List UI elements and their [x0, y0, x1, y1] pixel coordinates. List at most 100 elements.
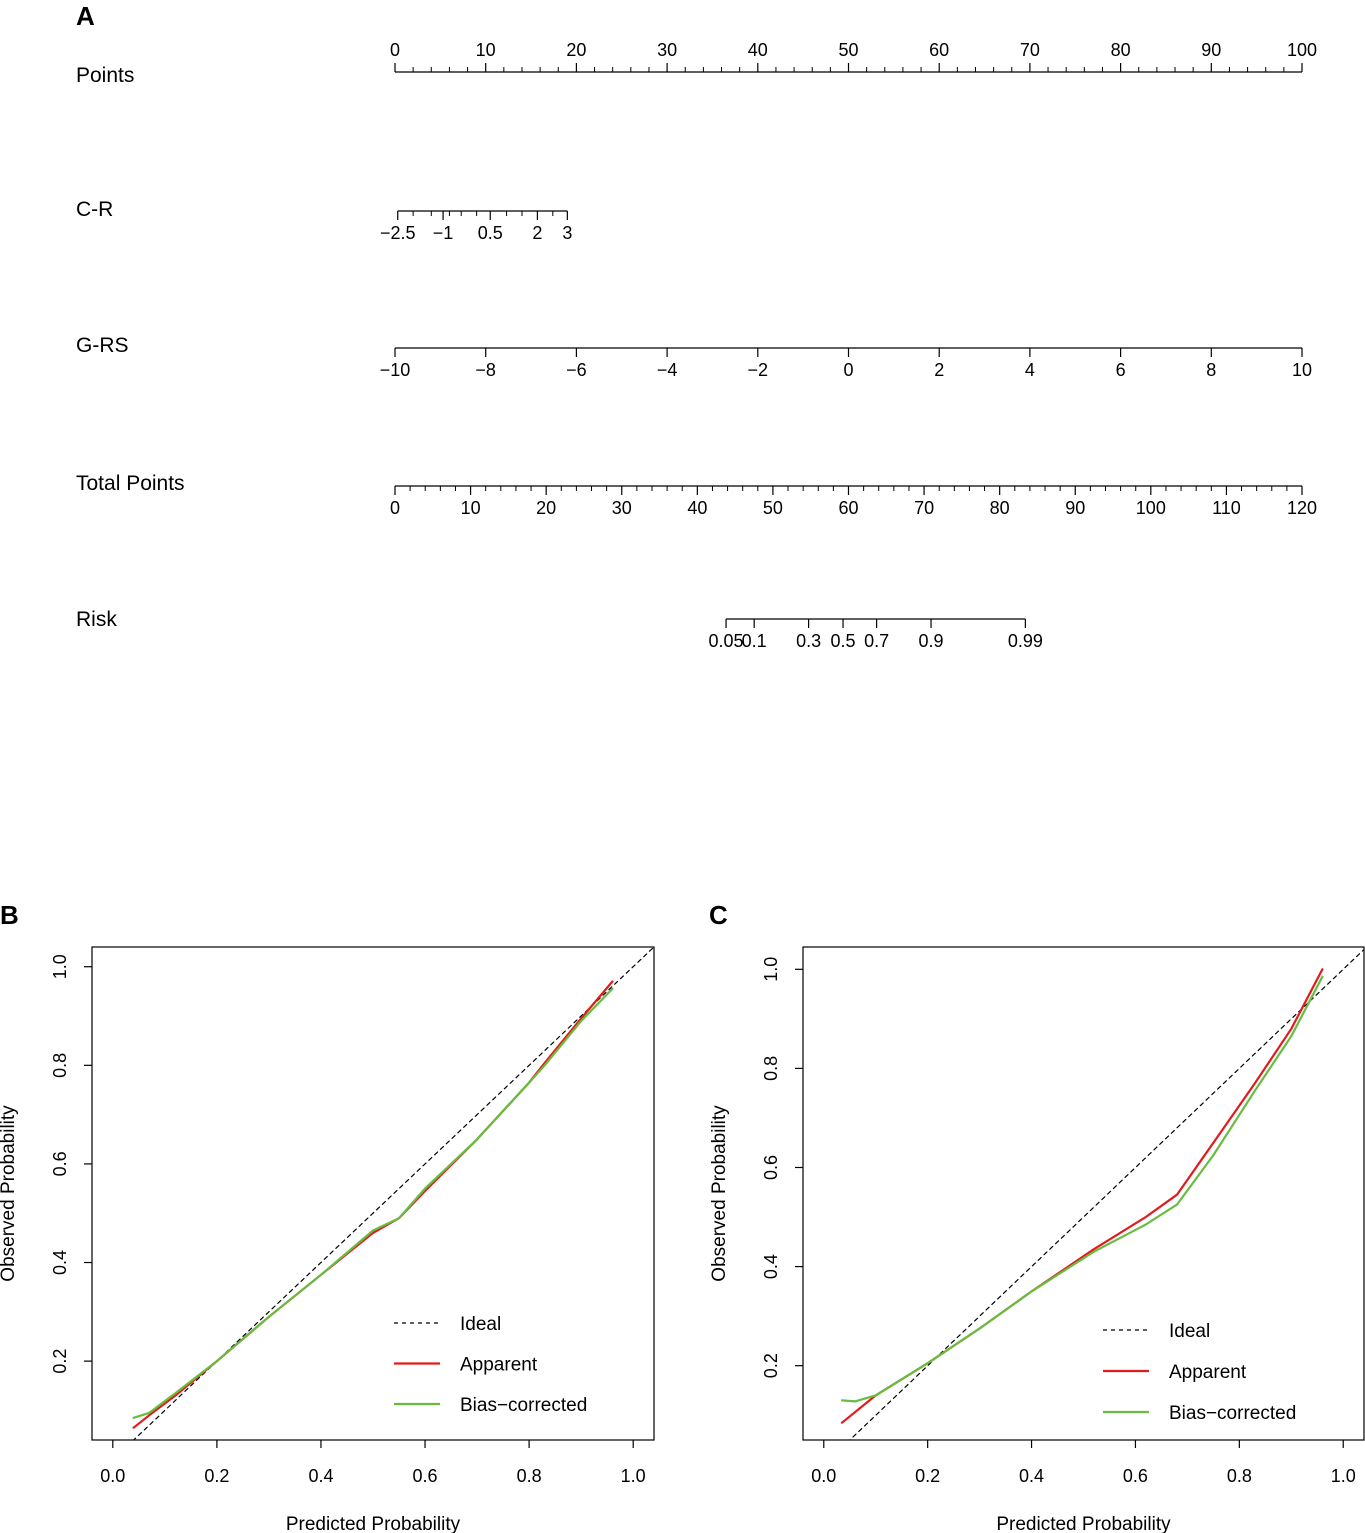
x-tick-label: 0.0: [100, 1466, 125, 1486]
x-tick-label: 0.4: [308, 1466, 333, 1486]
tick-label-points: 40: [748, 40, 768, 60]
y-axis-title: Observed Probability: [709, 1105, 730, 1282]
series-line-bias-corrected: [132, 987, 614, 1419]
calibration-panel-c: C 0.0 0.2 0.4 0.6 0.8 1.0 0.2 0.4 0.6 0.8 1.0 Predic…: [709, 900, 1365, 1533]
tick-label-g-rs: −4: [657, 360, 678, 380]
series-line-apparent: [132, 980, 614, 1429]
tick-label-total-points: 0: [390, 498, 400, 518]
x-axis-title: Predicted Probability: [286, 1514, 461, 1533]
x-tick-label: 1.0: [621, 1466, 646, 1486]
y-tick-label: 0.6: [50, 1151, 70, 1176]
series-group: [840, 948, 1364, 1440]
tick-label-risk: 0.3: [796, 631, 821, 651]
panel-letter-b: B: [0, 900, 19, 930]
tick-label-total-points: 30: [612, 498, 632, 518]
tick-label-g-rs: 2: [934, 360, 944, 380]
tick-label-c-r: 3: [562, 223, 572, 243]
legend-label-ideal: Ideal: [1169, 1321, 1210, 1342]
y-tick-label: 0.6: [761, 1155, 781, 1180]
tick-label-points: 100: [1287, 40, 1317, 60]
series-line-bias-corrected: [840, 975, 1324, 1403]
tick-label-g-rs: −2: [748, 360, 769, 380]
x-tick-label: 1.0: [1331, 1466, 1356, 1486]
tick-label-c-r: −2.5: [380, 223, 416, 243]
tick-label-g-rs: −6: [566, 360, 587, 380]
x-tick-label: 0.4: [1019, 1466, 1044, 1486]
tick-label-total-points: 90: [1065, 498, 1085, 518]
legend-label-apparent: Apparent: [460, 1355, 538, 1376]
tick-label-g-rs: −10: [380, 360, 411, 380]
x-tick-label: 0.2: [915, 1466, 940, 1486]
x-tick-label: 0.6: [1123, 1466, 1148, 1486]
tick-label-c-r: 0.5: [478, 223, 503, 243]
tick-label-c-r: −1: [433, 223, 454, 243]
tick-label-points: 90: [1201, 40, 1221, 60]
plot-frame: [802, 946, 1365, 1441]
tick-label-points: 0: [390, 40, 400, 60]
tick-label-points: 10: [476, 40, 496, 60]
tick-label-risk: 0.5: [831, 631, 856, 651]
tick-label-total-points: 70: [914, 498, 934, 518]
tick-label-total-points: 110: [1212, 498, 1241, 518]
row-label-total-points: Total Points: [76, 472, 185, 495]
tick-label-total-points: 50: [763, 498, 783, 518]
row-label-g-rs: G-RS: [76, 334, 129, 357]
tick-label-total-points: 80: [990, 498, 1010, 518]
x-tick-label: 0.6: [413, 1466, 438, 1486]
tick-label-total-points: 20: [536, 498, 556, 518]
y-tick-label: 0.2: [761, 1353, 781, 1378]
y-tick-label: 0.4: [50, 1250, 70, 1275]
tick-label-g-rs: −8: [475, 360, 496, 380]
tick-label-g-rs: 8: [1206, 360, 1216, 380]
y-tick-label: 0.4: [761, 1254, 781, 1279]
tick-label-points: 70: [1020, 40, 1040, 60]
tick-label-total-points: 100: [1136, 498, 1166, 518]
y-tick-label: 0.2: [50, 1349, 70, 1374]
tick-label-total-points: 10: [461, 498, 481, 518]
tick-label-risk: 0.05: [709, 631, 744, 651]
tick-label-points: 60: [929, 40, 949, 60]
x-tick-label: 0.8: [517, 1466, 542, 1486]
tick-label-risk: 0.7: [864, 631, 889, 651]
tick-label-g-rs: 10: [1292, 360, 1312, 380]
y-tick-label: 0.8: [50, 1053, 70, 1078]
legend-label-bias-corrected: Bias−corrected: [460, 1395, 587, 1416]
tick-label-risk: 0.99: [1008, 631, 1043, 651]
y-axis-title: Observed Probability: [0, 1105, 19, 1282]
y-tick-label: 0.8: [761, 1056, 781, 1081]
legend-label-bias-corrected: Bias−corrected: [1169, 1403, 1296, 1424]
tick-label-points: 80: [1111, 40, 1131, 60]
tick-label-total-points: 40: [687, 498, 707, 518]
series-line-apparent: [840, 968, 1324, 1424]
tick-label-g-rs: 4: [1025, 360, 1035, 380]
tick-label-total-points: 120: [1287, 498, 1317, 518]
row-label-c-r: C-R: [76, 198, 113, 221]
panel-letter-a: A: [76, 1, 95, 31]
x-tick-label: 0.2: [204, 1466, 229, 1486]
tick-label-total-points: 60: [838, 498, 858, 518]
x-axis-title: Predicted Probability: [996, 1514, 1171, 1533]
y-tick-label: 1.0: [761, 957, 781, 982]
row-label-points: Points: [76, 64, 134, 87]
calibration-panel-b: B 0.0 0.2 0.4 0.6 0.8 1.0 0.2 0.4 0.6 0.8 1.0 Predic…: [0, 900, 655, 1533]
legend-label-apparent: Apparent: [1169, 1362, 1247, 1383]
x-tick-label: 0.0: [811, 1466, 836, 1486]
tick-label-points: 50: [838, 40, 858, 60]
tick-label-risk: 0.9: [919, 631, 944, 651]
series-line-ideal: [132, 947, 654, 1440]
series-group: [132, 947, 654, 1440]
tick-label-risk: 0.1: [742, 631, 767, 651]
tick-label-c-r: 2: [532, 223, 542, 243]
plot-frame: [91, 946, 655, 1441]
legend-label-ideal: Ideal: [460, 1314, 501, 1335]
y-tick-label: 1.0: [50, 954, 70, 979]
series-line-ideal: [848, 948, 1364, 1440]
tick-label-points: 20: [566, 40, 586, 60]
tick-label-g-rs: 0: [843, 360, 853, 380]
x-tick-label: 0.8: [1227, 1466, 1252, 1486]
row-label-risk: Risk: [76, 608, 117, 631]
panel-letter-c: C: [709, 900, 728, 930]
tick-label-points: 30: [657, 40, 677, 60]
